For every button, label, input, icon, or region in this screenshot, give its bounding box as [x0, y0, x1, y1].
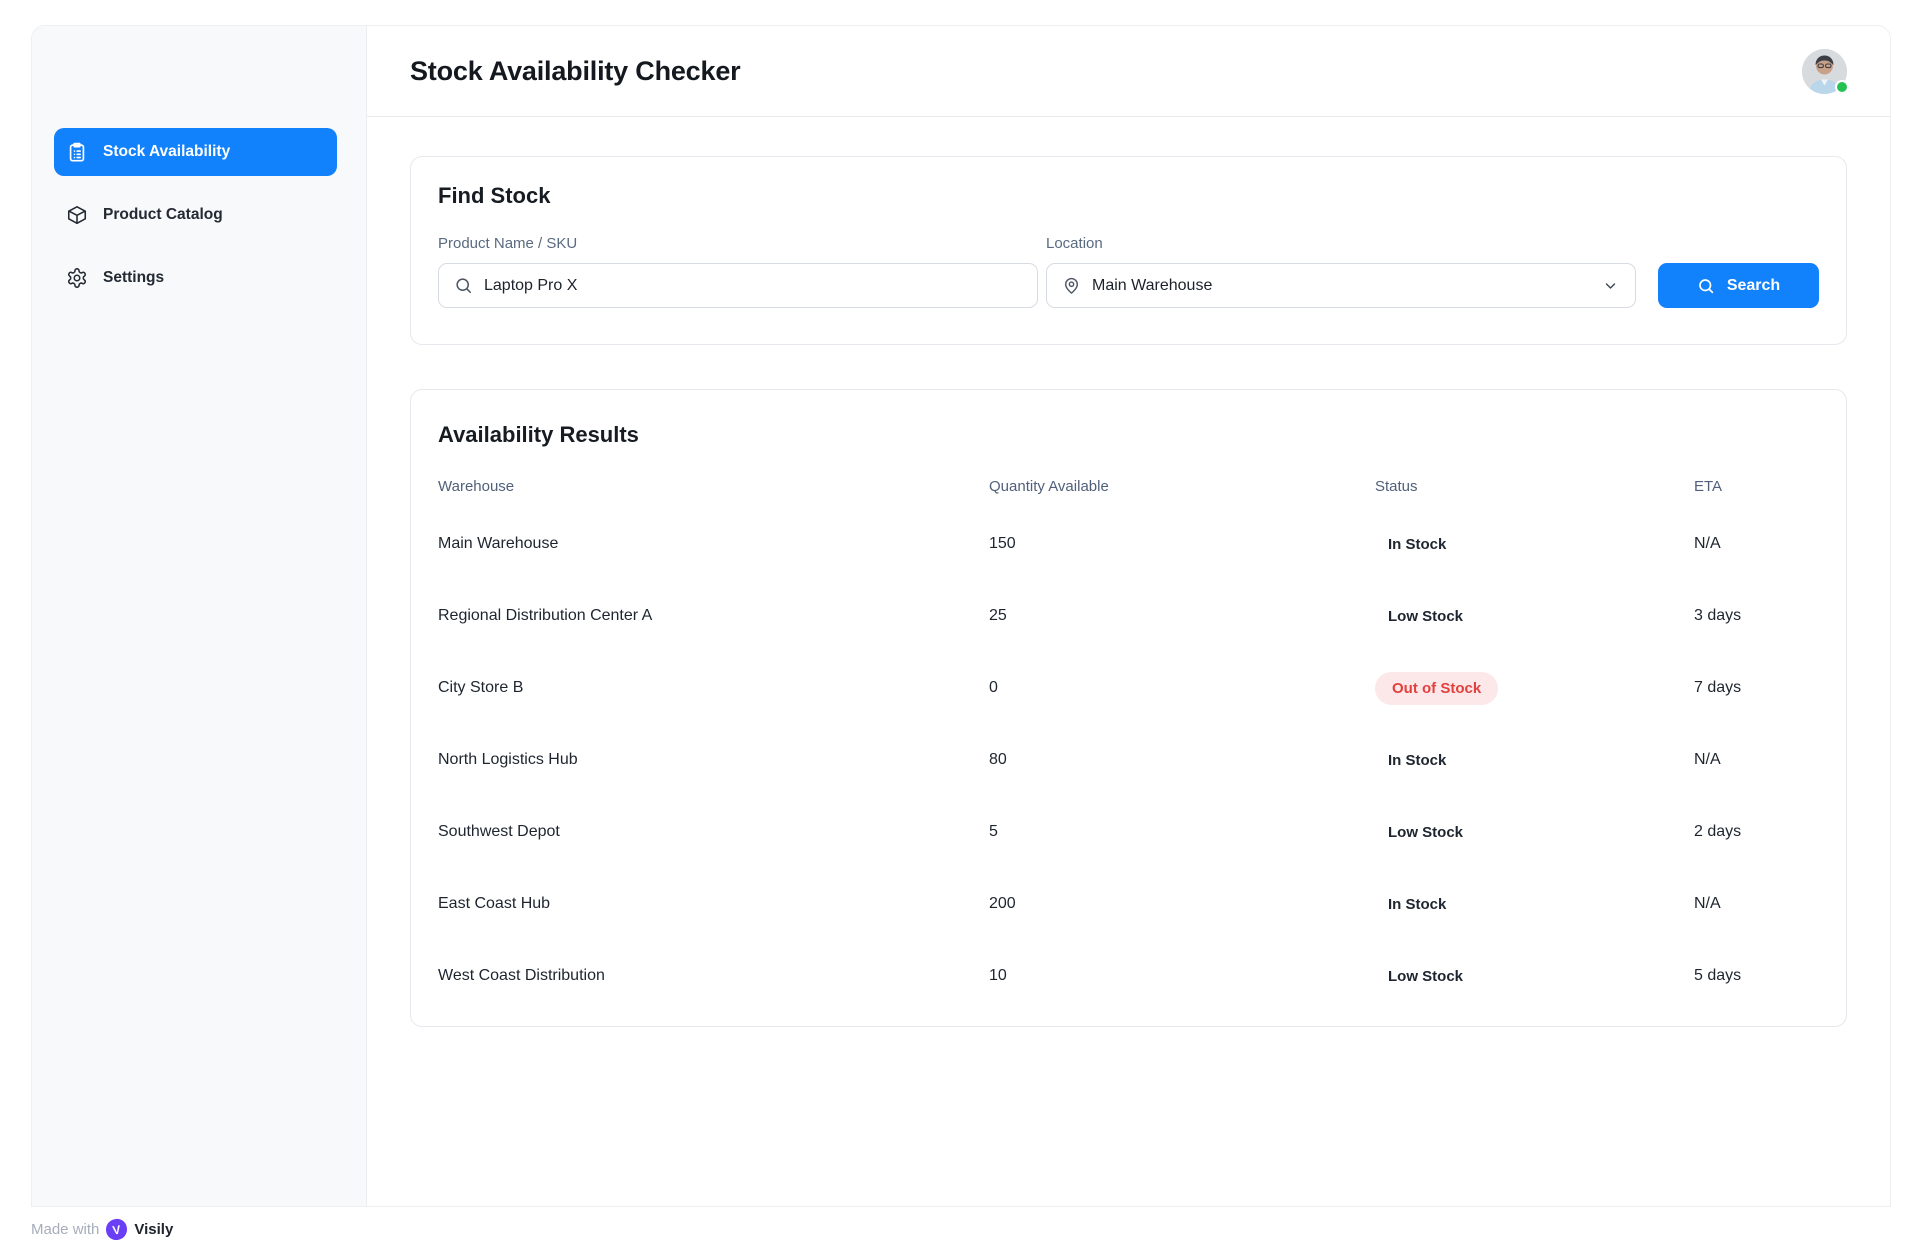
cell-quantity: 5 — [989, 823, 998, 840]
product-label: Product Name / SKU — [438, 235, 578, 252]
cell-quantity: 10 — [989, 967, 1007, 984]
cell-eta: 5 days — [1694, 967, 1742, 984]
find-stock-form: Product Name / SKU Laptop Pro X Location — [438, 235, 1819, 308]
location-label: Location — [1046, 235, 1103, 252]
table-row: Main Warehouse 150 In Stock N/A — [438, 508, 1819, 580]
cell-warehouse: East Coast Hub — [438, 895, 551, 912]
chevron-down-icon — [1605, 282, 1616, 289]
product-field-group: Product Name / SKU Laptop Pro X — [438, 235, 1038, 308]
cell-eta: N/A — [1694, 535, 1721, 552]
status-badge: In Stock — [1388, 535, 1447, 553]
clipboard-icon — [66, 141, 88, 163]
cell-warehouse: Main Warehouse — [438, 535, 559, 552]
status-badge: In Stock — [1388, 751, 1447, 769]
gear-icon — [66, 267, 88, 289]
cell-warehouse: Southwest Depot — [438, 823, 560, 840]
cell-eta: N/A — [1694, 751, 1721, 768]
status-badge: Low Stock — [1388, 967, 1464, 985]
results-heading: Availability Results — [438, 422, 639, 447]
cell-quantity: 150 — [989, 535, 1016, 552]
table-row: Regional Distribution Center A 25 Low Stoc… — [438, 580, 1819, 652]
results-table-header: Warehouse Quantity Available Status ETA — [438, 464, 1819, 508]
made-with-visily[interactable]: Made with V Visily — [31, 1217, 174, 1242]
table-row: City Store B 0 Out of Stock 7 days — [438, 652, 1819, 724]
cell-quantity: 0 — [989, 679, 998, 696]
column-header-quantity: Quantity Available — [989, 477, 1109, 495]
main-area: Stock Availability Checker Find Stock — [367, 26, 1890, 1206]
online-status-dot — [1835, 79, 1849, 94]
cell-eta: 7 days — [1694, 679, 1742, 696]
cell-warehouse: North Logistics Hub — [438, 751, 578, 768]
page-header: Stock Availability Checker — [367, 26, 1890, 117]
cell-warehouse: City Store B — [438, 679, 524, 696]
availability-results-card: Availability Results Warehouse Quantity … — [410, 389, 1847, 1027]
sidebar-item-product-catalog[interactable]: Product Catalog — [54, 191, 337, 239]
location-select[interactable]: Main Warehouse — [1046, 263, 1636, 308]
find-stock-heading: Find Stock — [438, 183, 551, 208]
package-icon — [66, 204, 88, 226]
product-search-input[interactable]: Laptop Pro X — [438, 263, 1038, 308]
results-table-body: Main Warehouse 150 In Stock N/A Regional Dis… — [438, 508, 1819, 1012]
cell-warehouse: Regional Distribution Center A — [438, 607, 653, 624]
cell-eta: 3 days — [1694, 607, 1742, 624]
cell-eta: 2 days — [1694, 823, 1742, 840]
content-area: Find Stock Product Name / SKU Laptop Pro… — [367, 117, 1890, 1027]
cell-eta: N/A — [1694, 895, 1721, 912]
search-icon — [1698, 278, 1714, 293]
visily-logo-icon: V — [105, 1217, 129, 1242]
column-header-status: Status — [1375, 477, 1418, 495]
made-with-label: Made with — [31, 1221, 100, 1238]
visily-brand-name: Visily — [134, 1221, 174, 1238]
column-header-eta: ETA — [1694, 477, 1723, 495]
sidebar-item-stock-availability[interactable]: Stock Availability — [54, 128, 337, 176]
table-row: West Coast Distribution 10 Low Stock 5 days — [438, 940, 1819, 1012]
sidebar-item-settings[interactable]: Settings — [54, 254, 337, 302]
table-row: Southwest Depot 5 Low Stock 2 days — [438, 796, 1819, 868]
status-badge: In Stock — [1388, 895, 1447, 913]
table-row: East Coast Hub 200 In Stock N/A — [438, 868, 1819, 940]
search-button-label: Search — [1726, 276, 1781, 294]
product-input-value: Laptop Pro X — [484, 276, 578, 294]
cell-quantity: 25 — [989, 607, 1007, 624]
status-badge: Low Stock — [1388, 823, 1464, 841]
search-button[interactable]: Search — [1658, 263, 1819, 308]
sidebar-item-label: Stock Availability — [103, 143, 231, 160]
search-icon — [456, 278, 471, 293]
sidebar-item-label: Settings — [103, 269, 165, 286]
cell-quantity: 80 — [989, 751, 1007, 768]
user-avatar[interactable] — [1802, 48, 1849, 94]
sidebar: Stock Availability Product Catalog Setti… — [32, 26, 367, 1206]
column-header-warehouse: Warehouse — [438, 477, 515, 495]
status-badge: Out of Stock — [1375, 671, 1499, 705]
location-selected-value: Main Warehouse — [1092, 276, 1213, 294]
location-field-group: Location Main Warehouse — [1046, 235, 1636, 308]
sidebar-item-label: Product Catalog — [103, 206, 223, 223]
map-pin-icon — [1065, 277, 1078, 294]
status-badge: Low Stock — [1388, 607, 1464, 625]
find-stock-card: Find Stock Product Name / SKU Laptop Pro… — [410, 156, 1847, 345]
cell-warehouse: West Coast Distribution — [438, 967, 605, 984]
page-title: Stock Availability Checker — [410, 55, 741, 86]
table-row: North Logistics Hub 80 In Stock N/A — [438, 724, 1819, 796]
app-window: Stock Availability Product Catalog Setti… — [31, 25, 1891, 1207]
cell-quantity: 200 — [989, 895, 1016, 912]
